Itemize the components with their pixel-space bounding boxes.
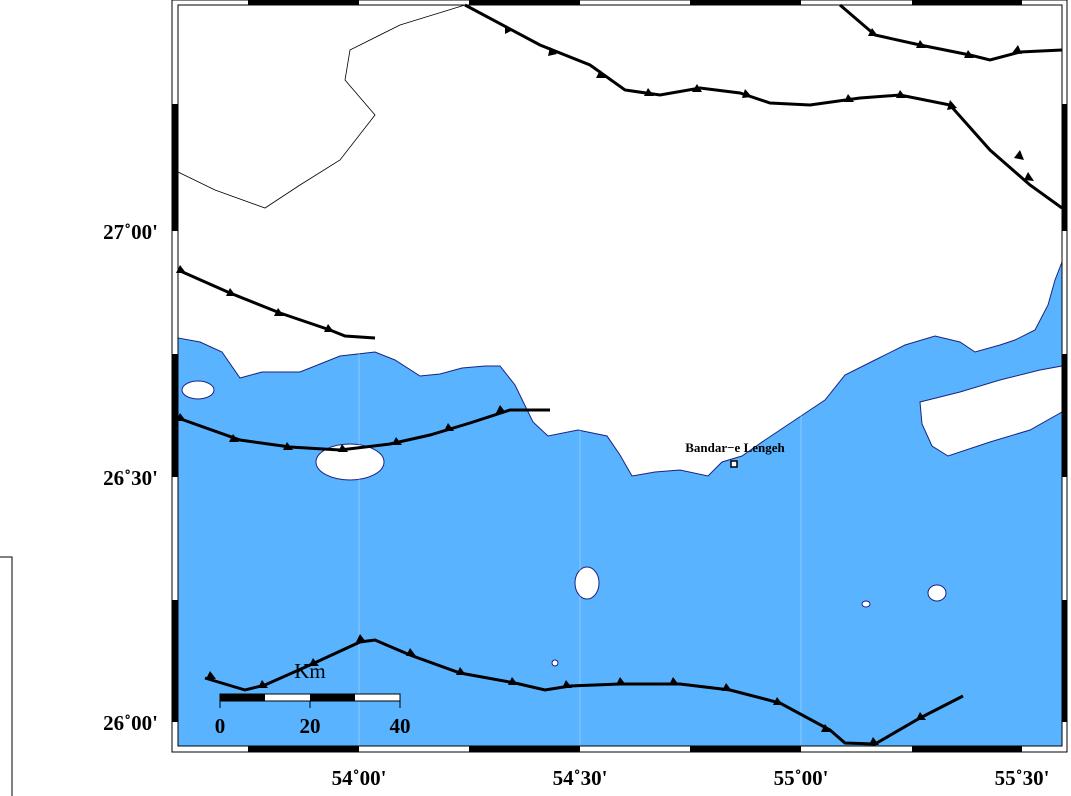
- graticule: [358, 5, 802, 746]
- scale-unit: Km: [294, 659, 326, 683]
- town-marker: [730, 460, 738, 468]
- lon-label: 55˚30': [995, 766, 1050, 790]
- island: [315, 443, 385, 481]
- lon-label: 55˚00': [774, 766, 829, 790]
- frame: [171, 0, 1068, 753]
- scale-bar: [219, 693, 401, 708]
- scale-label: 40: [390, 714, 411, 738]
- lat-label: 26˚00': [103, 711, 158, 735]
- lat-label: 27˚00': [103, 220, 158, 244]
- lon-label: 54˚00': [332, 766, 387, 790]
- scale-label: 0: [215, 714, 226, 738]
- fault-teeth: [176, 25, 1034, 745]
- island: [181, 380, 215, 400]
- lat-label: 26˚30': [103, 466, 158, 490]
- side-box: [0, 556, 13, 796]
- mainland: [177, 4, 1063, 477]
- town-label: Bandar−e Lengeh: [685, 440, 785, 455]
- island: [861, 600, 871, 608]
- boundary: [177, 4, 466, 209]
- island: [551, 659, 559, 667]
- island: [919, 365, 1063, 457]
- island: [927, 584, 947, 602]
- scale-label: 20: [300, 714, 321, 738]
- island: [574, 566, 600, 600]
- lon-label: 54˚30': [553, 766, 608, 790]
